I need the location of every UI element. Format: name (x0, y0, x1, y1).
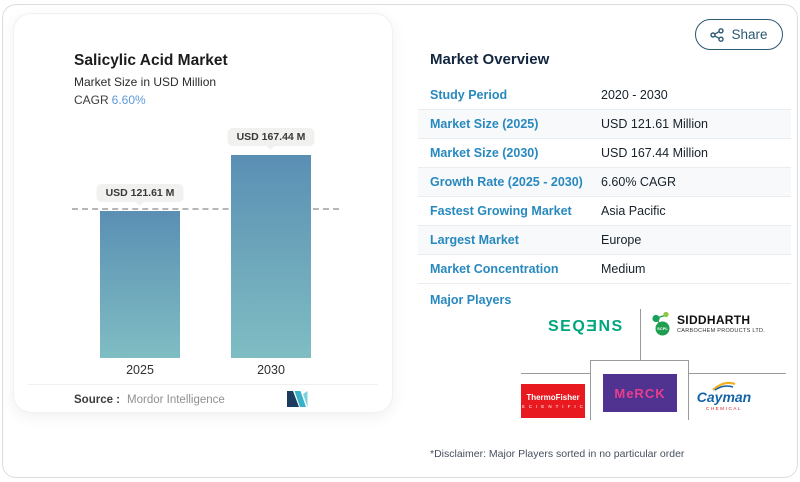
bar-2030 (231, 155, 311, 358)
siddharth-name: SIDDHARTH (677, 313, 751, 327)
x-axis-label-2025: 2025 (126, 363, 154, 377)
player-logo-merck: MeRCK (603, 374, 677, 412)
table-row: Market Size (2025) USD 121.61 Million (418, 110, 791, 139)
share-button-label: Share (731, 27, 768, 42)
row-value: USD 167.44 Million (601, 146, 708, 160)
row-label: Fastest Growing Market (430, 204, 572, 218)
thermofisher-name: ThermoFisher (526, 393, 580, 403)
molecule-icon: SCPL (649, 310, 673, 337)
overview-title: Market Overview (430, 51, 550, 68)
row-value: Europe (601, 233, 642, 247)
player-logo-cayman: Cayman CHEMICAL (689, 379, 759, 411)
row-value: Asia Pacific (601, 204, 666, 218)
row-label: Largest Market (430, 233, 519, 247)
thermofisher-subtext: S C I E N T I F I C (521, 403, 585, 409)
cayman-subtext: CHEMICAL (705, 406, 743, 411)
players-connector-center-top (590, 360, 689, 361)
mordor-intelligence-logo-icon (285, 390, 311, 413)
siddharth-subtext: CARBOCHEM PRODUCTS LTD. (677, 328, 766, 334)
overview-table: Study Period 2020 - 2030 Market Size (202… (418, 81, 791, 284)
cayman-name: Cayman (696, 389, 752, 405)
source-label: Source : (74, 394, 121, 406)
row-value: USD 121.61 Million (601, 117, 708, 131)
bar-2025 (100, 211, 180, 358)
bar-value-label-2030: USD 167.44 M (227, 128, 315, 146)
table-row: Fastest Growing Market Asia Pacific (418, 197, 791, 226)
source-row: Source : Mordor Intelligence (74, 394, 225, 406)
x-axis-label-2030: 2030 (257, 363, 285, 377)
player-logo-thermofisher: ThermoFisher S C I E N T I F I C (521, 384, 585, 418)
bar-value-label-2025: USD 121.61 M (96, 184, 184, 202)
source-divider (28, 384, 378, 385)
players-divider-vertical-top (640, 309, 641, 360)
players-branch-left (521, 373, 590, 374)
bar-group-2030: USD 167.44 M 2030 (227, 128, 315, 377)
major-players-label: Major Players (430, 293, 512, 307)
merck-name: MeRCK (614, 385, 666, 401)
gold-swoosh-icon (710, 379, 738, 392)
row-label: Market Size (2030) (430, 146, 539, 160)
row-value: 2020 - 2030 (601, 88, 668, 102)
chart-card: Salicylic Acid Market Market Size in USD… (13, 13, 393, 413)
row-label: Growth Rate (2025 - 2030) (430, 175, 583, 189)
chart-cagr-line: CAGR 6.60% (74, 93, 228, 107)
row-value: 6.60% CAGR (601, 175, 677, 189)
player-logo-siddharth: SCPL SIDDHARTH CARBOCHEM PRODUCTS LTD. (649, 310, 765, 337)
row-value: Medium (601, 262, 646, 276)
row-label: Market Size (2025) (430, 117, 539, 131)
share-nodes-icon (710, 27, 725, 42)
player-logo-seqens: SEQƎNS (548, 318, 624, 335)
cagr-value: 6.60% (111, 93, 146, 107)
players-divider-left (590, 360, 591, 420)
table-row: Largest Market Europe (418, 226, 791, 255)
table-row: Market Concentration Medium (418, 255, 791, 284)
table-row: Growth Rate (2025 - 2030) 6.60% CAGR (418, 168, 791, 197)
reference-dashed-line (72, 208, 339, 210)
chart-subtitle: Market Size in USD Million (74, 75, 217, 89)
row-label: Market Concentration (430, 262, 559, 276)
chart-title: Salicylic Acid Market (74, 52, 228, 69)
row-label: Study Period (430, 88, 508, 102)
svg-text:SCPL: SCPL (657, 326, 668, 331)
table-row: Study Period 2020 - 2030 (418, 81, 791, 110)
cagr-label: CAGR (74, 93, 109, 107)
source-value: Mordor Intelligence (127, 394, 225, 406)
report-card: Share Salicylic Acid Market Market Size … (2, 4, 798, 478)
table-row: Market Size (2030) USD 167.44 Million (418, 139, 791, 168)
disclaimer-text: *Disclaimer: Major Players sorted in no … (430, 448, 685, 460)
players-divider-right (688, 360, 689, 420)
bar-group-2025: USD 121.61 M 2025 (96, 184, 184, 377)
players-branch-right (689, 373, 786, 374)
share-button[interactable]: Share (695, 19, 783, 50)
